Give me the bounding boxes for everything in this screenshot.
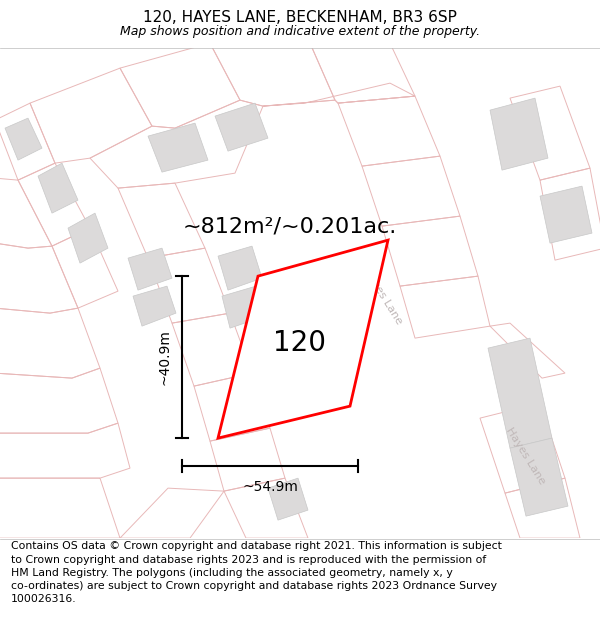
Polygon shape bbox=[215, 103, 268, 151]
Polygon shape bbox=[148, 123, 208, 172]
Text: ~54.9m: ~54.9m bbox=[242, 480, 298, 494]
Text: 120, HAYES LANE, BECKENHAM, BR3 6SP: 120, HAYES LANE, BECKENHAM, BR3 6SP bbox=[143, 9, 457, 24]
Text: Map shows position and indicative extent of the property.: Map shows position and indicative extent… bbox=[120, 25, 480, 38]
Polygon shape bbox=[218, 246, 262, 290]
Polygon shape bbox=[222, 286, 265, 328]
Polygon shape bbox=[128, 248, 172, 290]
Polygon shape bbox=[488, 338, 552, 448]
Text: ~812m²/~0.201ac.: ~812m²/~0.201ac. bbox=[183, 216, 397, 236]
Text: Hayes Lane: Hayes Lane bbox=[361, 266, 403, 326]
Polygon shape bbox=[133, 286, 176, 326]
Polygon shape bbox=[540, 186, 592, 243]
Text: 120: 120 bbox=[274, 329, 326, 357]
Polygon shape bbox=[218, 240, 388, 438]
Polygon shape bbox=[268, 478, 308, 520]
Polygon shape bbox=[490, 98, 548, 170]
Polygon shape bbox=[38, 163, 78, 213]
Text: Contains OS data © Crown copyright and database right 2021. This information is : Contains OS data © Crown copyright and d… bbox=[11, 541, 502, 604]
Text: Hayes Lane: Hayes Lane bbox=[503, 426, 547, 486]
Polygon shape bbox=[510, 438, 568, 516]
Polygon shape bbox=[5, 118, 42, 160]
Polygon shape bbox=[68, 213, 108, 263]
Text: ~40.9m: ~40.9m bbox=[158, 329, 172, 385]
